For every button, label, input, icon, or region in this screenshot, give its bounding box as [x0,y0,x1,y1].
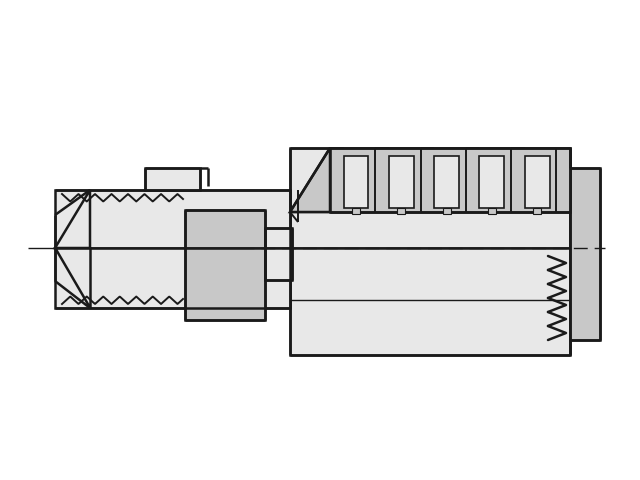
Polygon shape [55,190,90,248]
Polygon shape [344,156,369,208]
Polygon shape [265,248,292,280]
Polygon shape [290,148,330,212]
Polygon shape [290,248,570,355]
Polygon shape [185,210,265,248]
Polygon shape [55,248,90,308]
Polygon shape [443,208,451,214]
Polygon shape [330,148,570,212]
Polygon shape [389,156,414,208]
Polygon shape [352,208,360,214]
Polygon shape [570,168,600,340]
Polygon shape [397,208,405,214]
Polygon shape [185,248,265,320]
Polygon shape [265,228,292,248]
Polygon shape [488,208,496,214]
Polygon shape [55,190,290,248]
Polygon shape [145,168,200,190]
Polygon shape [290,148,570,248]
Polygon shape [525,156,550,208]
Polygon shape [55,248,290,308]
Polygon shape [479,156,504,208]
Polygon shape [533,208,541,214]
Polygon shape [434,156,459,208]
